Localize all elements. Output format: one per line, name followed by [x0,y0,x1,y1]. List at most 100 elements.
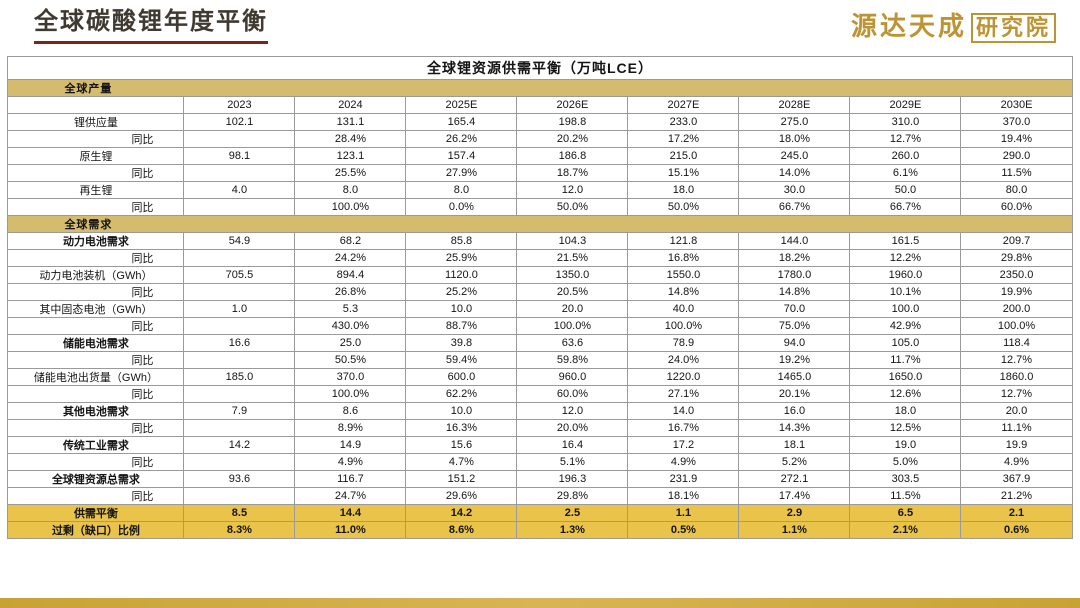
cell-value: 29.8% [960,249,1073,267]
row-label: 其他电池需求 [7,402,185,420]
table-row-data: 储能电池需求 16.6 25.0 39.8 63.6 78.9 94.0 105.0 118.4 [7,334,1073,352]
cell-value: 1.1% [738,521,851,539]
cell-value: 20.5% [516,283,629,301]
cell-value: 1.1 [627,504,740,522]
table-row-data: 动力电池需求 54.9 68.2 85.8 104.3 121.8 144.0 161.5 20… [7,232,1073,250]
cell-value: 12.2% [849,249,962,267]
cell-value: 8.6 [294,402,407,420]
cell-value: 4.0 [183,181,296,199]
cell-value: 233.0 [627,113,740,131]
cell-value: 80.0 [960,181,1073,199]
row-label: 全球需求 [7,215,1073,233]
table-body: 全球锂资源供需平衡（万吨LCE） 全球产量 2023 2024 2025E 2026E 2… [7,56,1073,539]
cell-value: 20.1% [738,385,851,403]
cell-value: 1960.0 [849,266,962,284]
cell-value: 18.2% [738,249,851,267]
row-label: 过剩（缺口）比例 [7,521,185,539]
cell-value: 8.5 [183,504,296,522]
cell-value: 2029E [849,96,962,114]
cell-value: 19.0 [849,436,962,454]
cell-value: 6.1% [849,164,962,182]
cell-value: 18.0 [849,402,962,420]
cell-value: 151.2 [405,470,518,488]
row-label: 动力电池装机（GWh） [7,266,185,284]
cell-value: 16.6 [183,334,296,352]
cell-value: 370.0 [294,368,407,386]
cell-value: 11.1% [960,419,1073,437]
cell-value: 1120.0 [405,266,518,284]
cell-value: 215.0 [627,147,740,165]
row-label: 同比 [7,198,185,216]
cell-value: 105.0 [849,334,962,352]
cell-value: 310.0 [849,113,962,131]
page-header: 全球碳酸锂年度平衡 源达天成 研究院 [0,0,1080,50]
row-label: 同比 [7,453,185,471]
cell-value: 8.6% [405,521,518,539]
cell-value: 5.0% [849,453,962,471]
cell-value: 1465.0 [738,368,851,386]
cell-value: 123.1 [294,147,407,165]
cell-value: 2027E [627,96,740,114]
cell-value: 960.0 [516,368,629,386]
table-row-balance: 过剩（缺口）比例 8.3% 11.0% 8.6% 1.3% 0.5% 1.1% 2.1% 0.6… [7,521,1073,539]
cell-value: 25.5% [294,164,407,182]
cell-value: 1220.0 [627,368,740,386]
cell-value: 1.3% [516,521,629,539]
cell-value: 30.0 [738,181,851,199]
cell-value: 4.9% [627,453,740,471]
cell-value: 62.2% [405,385,518,403]
cell-value: 16.0 [738,402,851,420]
cell-value: 186.8 [516,147,629,165]
cell-value: 15.6 [405,436,518,454]
cell-value: 50.5% [294,351,407,369]
cell-value: 600.0 [405,368,518,386]
cell-value: 430.0% [294,317,407,335]
cell-value [183,487,296,505]
cell-value: 2025E [405,96,518,114]
table-row-data: 原生锂 98.1 123.1 157.4 186.8 215.0 245.0 260.0 290… [7,147,1073,165]
cell-value: 165.4 [405,113,518,131]
cell-value: 25.2% [405,283,518,301]
cell-value: 12.0 [516,181,629,199]
row-label: 原生锂 [7,147,185,165]
cell-value [183,198,296,216]
cell-value: 196.3 [516,470,629,488]
cell-value: 100.0% [294,385,407,403]
cell-value: 10.1% [849,283,962,301]
cell-value: 8.0 [294,181,407,199]
cell-value: 18.1% [627,487,740,505]
table-row-yoy: 同比 430.0% 88.7% 100.0% 100.0% 75.0% 42.9% 100.0… [7,317,1073,335]
cell-value: 24.0% [627,351,740,369]
cell-value: 75.0% [738,317,851,335]
cell-value: 14.2 [183,436,296,454]
cell-value: 1650.0 [849,368,962,386]
cell-value: 18.1 [738,436,851,454]
cell-value: 16.8% [627,249,740,267]
cell-value: 2026E [516,96,629,114]
cell-value: 290.0 [960,147,1073,165]
row-label: 全球产量 [7,79,1073,97]
cell-value: 2028E [738,96,851,114]
cell-value [183,164,296,182]
row-label: 同比 [7,487,185,505]
title-underline [34,40,268,44]
cell-value: 70.0 [738,300,851,318]
cell-value: 50.0 [849,181,962,199]
cell-value: 8.3% [183,521,296,539]
cell-value: 275.0 [738,113,851,131]
cell-value: 116.7 [294,470,407,488]
cell-value: 16.3% [405,419,518,437]
cell-value: 17.4% [738,487,851,505]
table-row-data: 锂供应量 102.1 131.1 165.4 198.8 233.0 275.0 310.0 3… [7,113,1073,131]
cell-value: 1550.0 [627,266,740,284]
row-label: 同比 [7,351,185,369]
cell-value: 16.7% [627,419,740,437]
table-row-yoy: 同比 100.0% 0.0% 50.0% 50.0% 66.7% 66.7% 60.0% [7,198,1073,216]
row-label: 储能电池出货量（GWh） [7,368,185,386]
cell-value: 8.9% [294,419,407,437]
cell-value: 6.5 [849,504,962,522]
cell-value: 85.8 [405,232,518,250]
table-row-yoy: 同比 24.7% 29.6% 29.8% 18.1% 17.4% 11.5% 21.2% [7,487,1073,505]
cell-value: 121.8 [627,232,740,250]
